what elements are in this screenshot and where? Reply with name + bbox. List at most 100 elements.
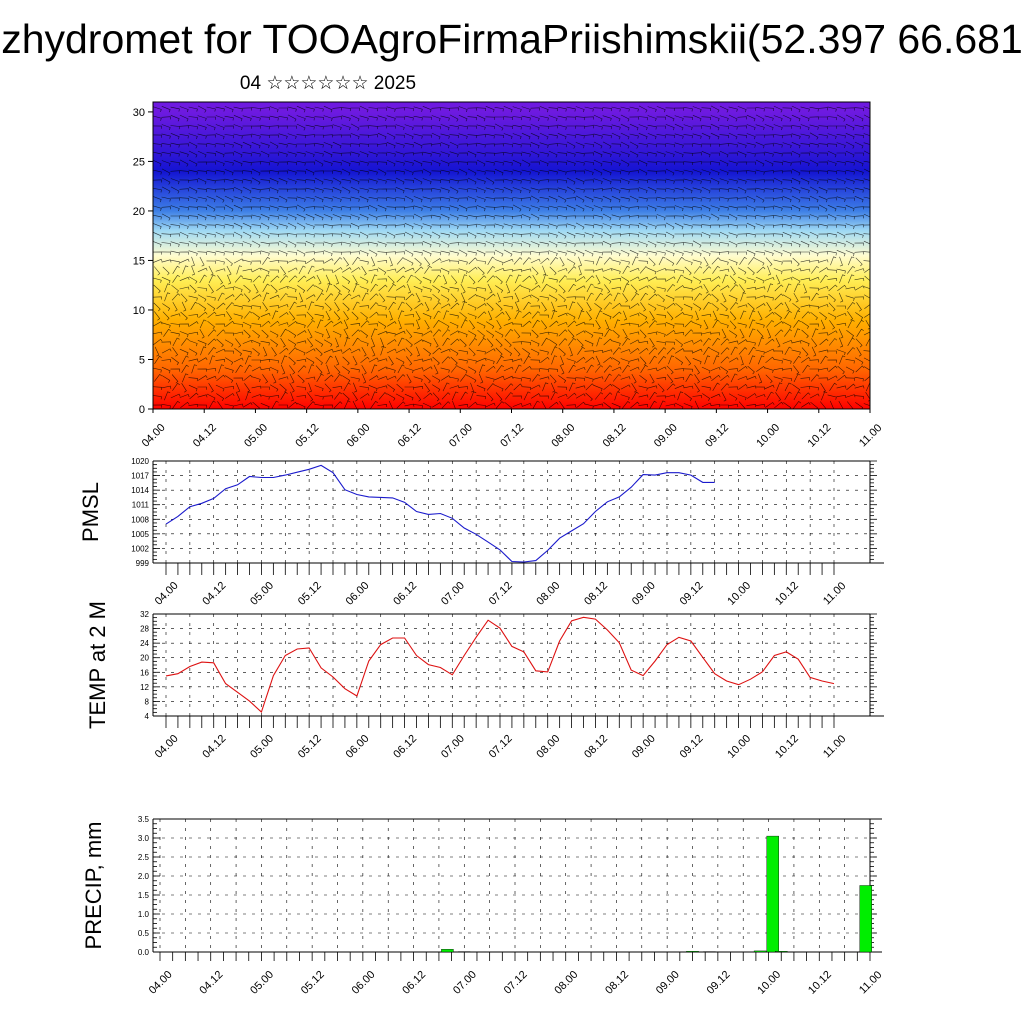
temp-xtick-label: 06.12 [391,733,419,761]
temp-xtick-label: 07.00 [439,733,467,761]
cross-section-ytick-label: 10 [133,305,145,317]
precip-bar [686,951,699,953]
cross-section-xtick-label: 07.00 [447,422,475,450]
cross-section-xtick-label: 10.00 [754,422,782,450]
pmsl-xtick-label: 04.00 [153,580,181,608]
pmsl-xtick-label: 10.12 [773,580,801,608]
cross-section-ytick-label: 5 [139,354,145,366]
precip-ytick-label: 3.0 [138,834,150,843]
precip-ytick-label: 2.0 [138,872,150,881]
temp-xtick-label: 07.12 [487,733,515,761]
pmsl-xtick-label: 05.00 [248,580,276,608]
precip-ytick-label: 1.5 [138,891,150,900]
cross-section-xtick-label: 09.12 [703,422,731,450]
pmsl-xtick-label: 11.00 [821,580,848,607]
precip-xtick-label: 05.12 [299,969,327,997]
pmsl-ytick-label: 1017 [131,472,149,481]
temp-ytick-label: 12 [140,683,149,692]
pmsl-xtick-label: 06.00 [344,580,372,608]
cross-section-ytick-label: 20 [133,206,145,218]
precip-xtick-label: 07.12 [502,969,530,997]
cross-section-xtick-label: 10.12 [806,422,834,450]
temp-ytick-label: 16 [140,668,149,677]
precip-xtick-label: 06.12 [400,969,428,997]
precip-bar [441,949,454,953]
chart-title: zhydromet for TOOAgroFirmaPriishimskii(5… [1,16,1023,62]
pmsl-ytick-label: 1020 [131,457,149,466]
pmsl-xtick-label: 05.12 [296,580,324,608]
wind-barbs [153,105,870,409]
temp-xtick-label: 05.00 [248,733,276,761]
pmsl-ytick-label: 1008 [131,515,149,524]
temp-ytick-label: 24 [140,639,149,648]
pmsl-xtick-label: 08.00 [534,580,562,608]
cross-section-xtick-label: 11.00 [857,422,884,449]
cross-section-xtick-label: 08.12 [601,422,629,450]
temp-panel: 4 8 12 16 20 24 28 32 04.00 04.12 05.00 05.12 06.00 0… [85,601,884,761]
cross-section-xtick-label: 05.00 [242,422,270,450]
cross-section-xtick-label: 08.00 [549,422,577,450]
temp-ytick-label: 20 [140,654,149,663]
temp-xtick-label: 08.00 [534,733,562,761]
pmsl-xtick-label: 08.12 [582,580,610,608]
chart-subtitle: 04 ☆☆☆☆☆☆ 2025 [239,73,417,94]
pmsl-xtick-label: 09.00 [630,580,658,608]
temp-xtick-label: 06.00 [344,733,372,761]
precip-bar [859,885,872,953]
precip-xtick-label: 06.00 [350,969,378,997]
pmsl-ytick-label: 1002 [131,544,149,553]
precip-xtick-label: 10.12 [806,969,834,997]
temp-ylabel: TEMP at 2 M [85,601,110,729]
temp-xtick-label: 05.12 [296,733,324,761]
pmsl-xtick-label: 07.12 [487,580,515,608]
precip-ytick-label: 0.5 [138,929,150,938]
precip-xtick-label: 08.12 [603,969,631,997]
precip-xtick-label: 04.00 [147,969,175,997]
cross-section-ytick-label: 25 [133,156,145,168]
cross-section-ytick-label: 0 [139,404,145,416]
cross-section-xtick-label: 09.00 [652,422,680,450]
precip-bar [753,950,767,953]
precip-ylabel: PRECIP, mm [81,822,106,950]
precip-panel: 0.0 0.5 1.0 1.5 2.0 2.5 3.0 3.5 04.00 04.12 05.00 0… [81,815,884,997]
precip-xtick-label: 09.00 [654,969,682,997]
precip-xtick-label: 07.00 [451,969,479,997]
precip-xtick-label: 09.12 [705,969,733,997]
precip-xtick-label: 10.00 [755,969,783,997]
pmsl-ytick-label: 1011 [132,501,150,510]
temp-xtick-label: 11.00 [821,733,848,760]
cross-section-ytick-label: 15 [133,255,145,267]
precip-xtick-label: 04.12 [197,969,225,997]
temp-xtick-label: 10.12 [773,733,801,761]
precip-ytick-label: 0.0 [138,948,150,957]
precip-xtick-label: 08.00 [552,969,580,997]
pmsl-xtick-label: 10.00 [725,580,753,608]
cross-section-xtick-label: 05.12 [293,422,321,450]
temp-ytick-label: 28 [140,625,149,634]
pmsl-xtick-label: 04.12 [200,580,228,608]
cross-section-xtick-label: 04.00 [140,422,168,450]
pmsl-xtick-label: 07.00 [439,580,467,608]
cross-section-panel: 0 5 10 15 20 25 30 04.00 04.12 05.00 05.12 06.00 06.… [133,101,884,450]
temp-ytick-label: 4 [145,712,150,721]
temp-xtick-label: 04.00 [153,733,181,761]
pmsl-panel: 999 1002 1005 1008 1011 1014 1017 1020 04.00 04.1… [78,457,884,608]
precip-ytick-label: 3.5 [138,815,150,824]
temp-xtick-label: 08.12 [582,733,610,761]
pmsl-xtick-label: 09.12 [678,580,706,608]
precip-ytick-label: 2.5 [138,853,150,862]
temp-ytick-label: 32 [140,610,149,619]
temp-series-line [165,616,835,713]
pmsl-ylabel: PMSL [78,482,103,542]
temp-xtick-label: 09.12 [678,733,706,761]
cross-section-xtick-label: 07.12 [498,422,526,450]
pmsl-xtick-label: 06.12 [391,580,419,608]
precip-xtick-label: 11.00 [857,969,884,996]
temp-xtick-label: 10.00 [725,733,753,761]
precip-xtick-label: 05.00 [248,969,276,997]
precip-ytick-label: 1.0 [138,910,150,919]
pmsl-ytick-label: 999 [136,559,150,568]
temp-xtick-label: 04.12 [200,733,228,761]
pmsl-ytick-label: 1014 [131,486,149,495]
